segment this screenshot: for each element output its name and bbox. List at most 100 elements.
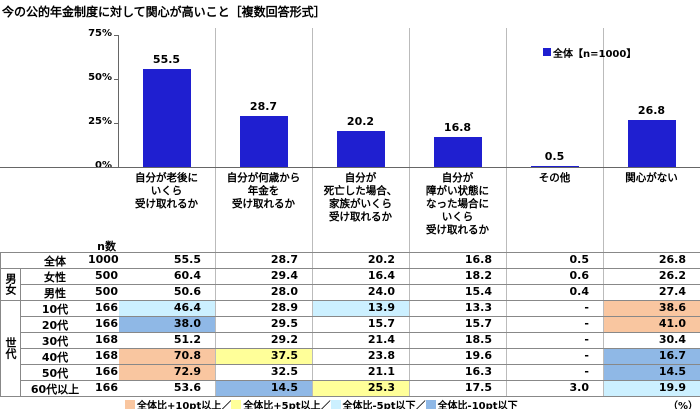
key-swatch bbox=[125, 399, 135, 409]
cell-value: 19.9 bbox=[658, 381, 686, 394]
highlight-cell bbox=[119, 301, 215, 316]
y-tick-label: 0% bbox=[95, 160, 112, 171]
row-label: 10代 bbox=[41, 303, 69, 316]
cell-value: 29.2 bbox=[270, 333, 298, 346]
category-header: 自分が 障がい状態に なった場合に いくら 受け取れるか bbox=[426, 172, 489, 236]
row-n: 166 bbox=[95, 381, 118, 394]
row-line bbox=[20, 284, 700, 285]
tick-mark bbox=[114, 35, 118, 36]
row-label: 60代以上 bbox=[30, 383, 80, 396]
cell-value: - bbox=[584, 301, 589, 314]
row-n: 168 bbox=[95, 349, 118, 362]
tick-mark bbox=[114, 123, 118, 124]
cell-value: 0.4 bbox=[569, 285, 590, 298]
cell-value: 16.8 bbox=[464, 253, 492, 266]
cell-value: 17.5 bbox=[464, 381, 492, 394]
chart-title: 今の公的年金制度に対して関心が高いこと［複数回答形式］ bbox=[2, 5, 326, 19]
highlight-cell bbox=[119, 365, 215, 380]
data-label: 20.2 bbox=[346, 115, 375, 129]
category-header: 関心がない bbox=[625, 172, 678, 184]
highlight-cell bbox=[313, 381, 409, 396]
highlight-cell bbox=[604, 317, 700, 332]
bar bbox=[433, 137, 482, 167]
row-n: 166 bbox=[95, 301, 118, 314]
row-line bbox=[20, 348, 700, 349]
y-tick-label: 75% bbox=[88, 28, 112, 39]
column-divider bbox=[506, 28, 507, 396]
key: 全体比+10pt以上／ 全体比+5pt以上／ 全体比-5pt以下／ 全体比-10pt以… bbox=[125, 397, 518, 409]
key-label: 全体比-10pt以下 bbox=[437, 401, 518, 409]
group-line bbox=[0, 268, 20, 269]
tick-mark bbox=[114, 79, 118, 80]
data-label: 16.8 bbox=[443, 121, 472, 135]
cell-value: 19.6 bbox=[464, 349, 492, 362]
key-swatch bbox=[425, 399, 436, 409]
cell-value: 30.4 bbox=[658, 333, 686, 346]
y-tick-label: 50% bbox=[88, 72, 112, 83]
row-n: 1000 bbox=[88, 253, 119, 266]
cell-value: 28.0 bbox=[270, 285, 298, 298]
y-axis bbox=[118, 35, 119, 167]
cell-value: 55.5 bbox=[173, 253, 201, 266]
cell-value: 24.0 bbox=[367, 285, 395, 298]
highlight-cell bbox=[604, 365, 700, 380]
cell-value: 51.2 bbox=[173, 333, 201, 346]
cell-value: - bbox=[584, 317, 589, 330]
group-label: 男女 bbox=[4, 273, 17, 295]
row-n: 166 bbox=[95, 365, 118, 378]
cell-value: 29.4 bbox=[270, 269, 298, 282]
row-label: 30代 bbox=[41, 335, 69, 348]
row-line bbox=[20, 300, 700, 301]
bar bbox=[142, 69, 191, 167]
category-header: その他 bbox=[538, 172, 571, 184]
cell-value: - bbox=[584, 349, 589, 362]
key-swatch bbox=[330, 399, 341, 409]
bar bbox=[239, 116, 288, 167]
category-header: 自分が 死亡した場合、 家族がいくら 受け取れるか bbox=[323, 172, 398, 223]
table-left bbox=[0, 252, 1, 396]
data-label: 0.5 bbox=[544, 150, 565, 164]
cell-value: 25.3 bbox=[367, 381, 395, 394]
cell-value: 3.0 bbox=[569, 381, 590, 394]
row-line bbox=[20, 364, 700, 365]
highlight-cell bbox=[119, 317, 215, 332]
bar bbox=[336, 131, 385, 167]
category-header: 自分が老後に いくら 受け取れるか bbox=[135, 172, 198, 210]
cell-value: 21.1 bbox=[367, 365, 395, 378]
column-divider bbox=[409, 28, 410, 396]
cell-value: 14.5 bbox=[658, 365, 686, 378]
row-line bbox=[0, 396, 700, 397]
cell-value: - bbox=[584, 365, 589, 378]
category-header: 自分が何歳から 年金を 受け取れるか bbox=[226, 172, 301, 210]
y-tick-label: 25% bbox=[88, 116, 112, 127]
cell-value: 13.9 bbox=[367, 301, 395, 314]
column-divider bbox=[215, 28, 216, 396]
cell-value: 53.6 bbox=[173, 381, 201, 394]
cell-value: 16.3 bbox=[464, 365, 492, 378]
group-label: 世代 bbox=[4, 337, 17, 359]
cell-value: 14.5 bbox=[270, 381, 298, 394]
bar bbox=[627, 119, 676, 167]
highlight-cell bbox=[604, 301, 700, 316]
cell-value: 72.9 bbox=[173, 365, 201, 378]
key-label: 全体比+10pt以上／ bbox=[137, 401, 232, 409]
cell-value: 38.6 bbox=[658, 301, 686, 314]
row-label: 全体 bbox=[44, 255, 66, 268]
cell-value: 15.7 bbox=[464, 317, 492, 330]
cell-value: 27.4 bbox=[658, 285, 686, 298]
data-label: 26.8 bbox=[637, 103, 666, 117]
row-label: 40代 bbox=[41, 351, 69, 364]
legend-swatch bbox=[543, 48, 551, 56]
key-label: 全体比-5pt以下／ bbox=[342, 401, 426, 409]
cell-value: 23.8 bbox=[367, 349, 395, 362]
cell-value: 15.4 bbox=[464, 285, 492, 298]
cell-value: 18.2 bbox=[464, 269, 492, 282]
cell-value: 37.5 bbox=[270, 349, 298, 362]
row-line bbox=[20, 332, 700, 333]
row-n: 168 bbox=[95, 333, 118, 346]
cell-value: 32.5 bbox=[270, 365, 298, 378]
column-divider bbox=[312, 28, 313, 396]
key-label: 全体比+5pt以上／ bbox=[243, 401, 331, 409]
data-label: 55.5 bbox=[152, 53, 181, 67]
row-line bbox=[0, 252, 700, 253]
